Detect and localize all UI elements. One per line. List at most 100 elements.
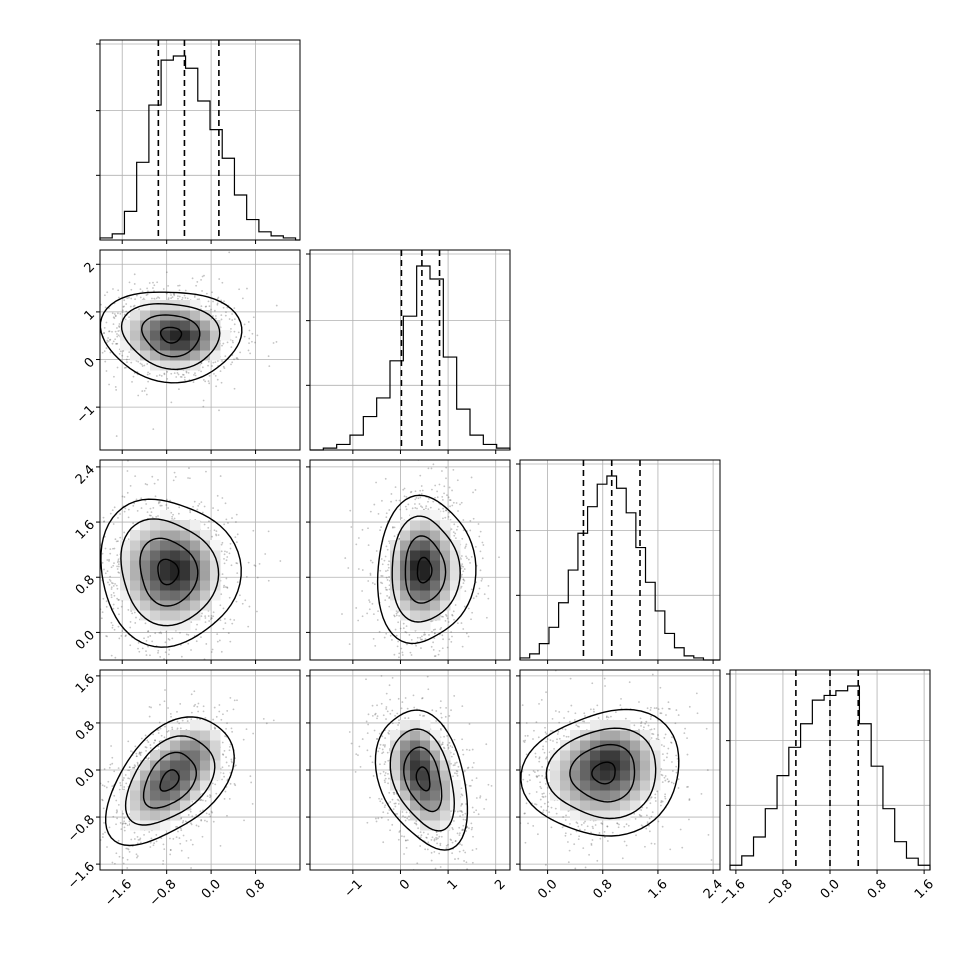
- sample-point: [145, 387, 147, 390]
- sample-point: [179, 703, 182, 705]
- density-cell: [200, 340, 211, 351]
- sample-point: [227, 522, 229, 524]
- density-cell: [150, 350, 161, 361]
- density-cell: [190, 550, 201, 561]
- sample-point: [112, 607, 115, 610]
- sample-point: [230, 758, 233, 761]
- sample-point: [172, 479, 175, 482]
- density-cell: [180, 600, 191, 611]
- sample-point: [400, 707, 403, 710]
- sample-point: [443, 492, 445, 495]
- density-cell: [400, 530, 411, 541]
- sample-point: [213, 372, 215, 375]
- sample-point: [208, 620, 211, 622]
- sample-point: [153, 290, 155, 292]
- density-cell: [170, 320, 181, 331]
- sample-point: [144, 746, 147, 748]
- sample-point: [223, 367, 226, 370]
- sample-point: [430, 645, 433, 648]
- density-cell: [210, 590, 221, 601]
- sample-point: [391, 823, 394, 826]
- sample-point: [226, 556, 229, 558]
- sample-point: [158, 297, 161, 299]
- sample-point: [54, 648, 56, 650]
- sample-point: [93, 829, 95, 831]
- sample-point: [153, 742, 155, 744]
- sample-point: [400, 647, 403, 650]
- sample-point: [235, 562, 238, 564]
- sample-point: [384, 599, 387, 602]
- sample-point: [209, 794, 211, 796]
- sample-point: [461, 563, 464, 566]
- sample-point: [368, 608, 371, 611]
- sample-point: [209, 795, 212, 797]
- sample-point: [224, 502, 227, 505]
- sample-point: [157, 479, 159, 481]
- sample-point: [387, 563, 390, 566]
- density-cell: [130, 340, 141, 351]
- sample-point: [96, 530, 98, 532]
- sample-point: [153, 842, 156, 844]
- sample-point: [145, 639, 148, 642]
- sample-point: [399, 627, 402, 630]
- sample-point: [247, 625, 250, 628]
- sample-point: [60, 324, 62, 326]
- sample-point: [348, 643, 351, 645]
- sample-point: [402, 488, 405, 491]
- sample-point: [196, 623, 198, 626]
- sample-point: [219, 844, 222, 847]
- sample-point: [146, 363, 149, 365]
- density-cell: [150, 550, 161, 561]
- sample-point: [448, 486, 451, 489]
- sample-point: [152, 844, 155, 847]
- sample-point: [398, 656, 400, 659]
- sample-point: [445, 509, 447, 512]
- sample-point: [122, 856, 124, 859]
- sample-point: [117, 563, 120, 566]
- sample-point: [396, 798, 399, 801]
- sample-point: [267, 530, 270, 533]
- sample-point: [420, 635, 423, 638]
- sample-point: [149, 507, 152, 510]
- sample-point: [115, 540, 118, 543]
- sample-point: [171, 726, 174, 729]
- density-cell: [140, 570, 151, 581]
- density-cell: [410, 510, 421, 521]
- sample-point: [401, 654, 404, 656]
- sample-point: [214, 727, 217, 730]
- sample-point: [118, 613, 120, 616]
- sample-point: [432, 672, 434, 674]
- sample-point: [216, 640, 219, 643]
- density-cell: [190, 740, 201, 751]
- sample-point: [179, 727, 182, 730]
- sample-point: [108, 766, 111, 769]
- scatter-panel-0-1: [60, 249, 301, 454]
- sample-point: [157, 880, 159, 882]
- sample-point: [211, 365, 213, 367]
- sample-point: [123, 786, 126, 788]
- sample-point: [166, 370, 169, 373]
- sample-point: [233, 358, 235, 361]
- sample-point: [92, 890, 94, 892]
- sample-point: [375, 481, 378, 484]
- sample-point: [180, 376, 183, 378]
- sample-point: [470, 556, 473, 558]
- sample-point: [130, 838, 133, 841]
- panel-content: [92, 689, 275, 892]
- panel-content: [341, 460, 500, 674]
- scatter-panel-1-2: [306, 459, 511, 674]
- sample-point: [421, 638, 423, 641]
- density-cell: [420, 590, 431, 601]
- sample-point: [123, 510, 126, 513]
- sample-point: [108, 383, 110, 386]
- sample-point: [228, 745, 231, 748]
- sample-point: [210, 617, 213, 619]
- sample-point: [222, 713, 224, 716]
- density-cell: [140, 800, 151, 811]
- sample-point: [98, 335, 100, 337]
- sample-point: [469, 519, 472, 522]
- sample-point: [160, 837, 163, 839]
- sample-point: [229, 782, 232, 785]
- sample-point: [105, 605, 108, 608]
- sample-point: [200, 370, 202, 373]
